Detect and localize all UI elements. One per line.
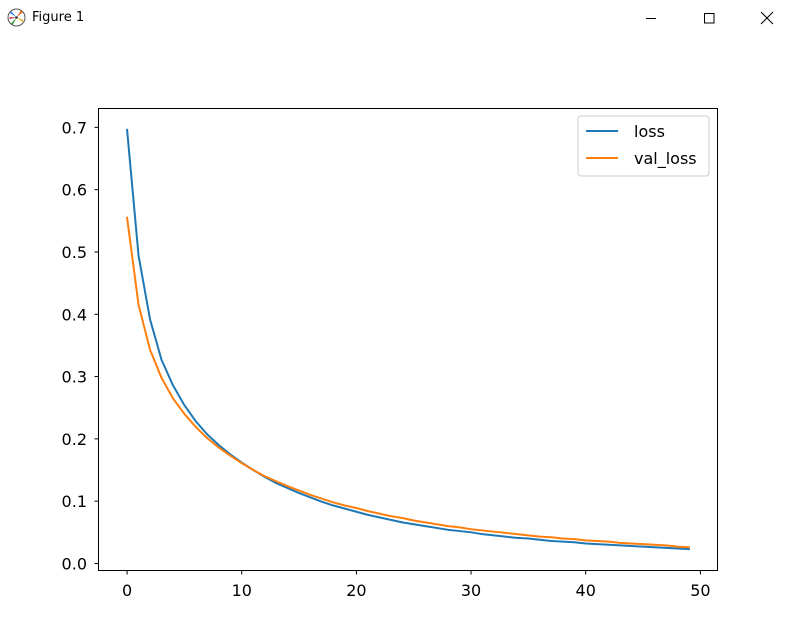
y-tick-label: 0.7: [62, 118, 87, 137]
maximize-icon: [704, 13, 715, 24]
x-tick-label: 20: [346, 581, 366, 600]
y-tick-label: 0.0: [62, 554, 87, 573]
x-tick-label: 0: [122, 581, 132, 600]
x-tick-label: 30: [461, 581, 481, 600]
window-title: Figure 1: [32, 10, 85, 25]
legend: loss val_loss: [577, 115, 710, 177]
maximize-button[interactable]: [680, 0, 738, 36]
figure-canvas: 0 10 20 30 40 50 0.0 0.1 0.2 0.3 0.4 0.5 0.6 0.7 loss…: [0, 36, 791, 634]
y-tick-label: 0.4: [62, 305, 87, 324]
window-titlebar: Figure 1: [0, 0, 791, 36]
close-icon: [760, 11, 774, 25]
legend-label-loss: loss: [634, 122, 665, 141]
ticks-layer: 0 10 20 30 40 50 0.0 0.1 0.2 0.3 0.4 0.5 0.6 0.7: [62, 118, 711, 600]
matplotlib-logo-icon: [7, 8, 26, 27]
y-tick-label: 0.2: [62, 430, 87, 449]
x-tick-label: 50: [690, 581, 710, 600]
y-tick-label: 0.3: [62, 368, 87, 387]
line-chart: 0 10 20 30 40 50 0.0 0.1 0.2 0.3 0.4 0.5 0.6 0.7 loss…: [62, 108, 718, 600]
series-line-val-loss: [125, 216, 690, 549]
minimize-icon: [646, 18, 656, 19]
close-button[interactable]: [738, 0, 791, 36]
y-tick-label: 0.1: [62, 492, 87, 511]
series-line-loss: [126, 128, 690, 551]
plot-layer: [125, 128, 690, 551]
y-tick-label: 0.5: [62, 243, 87, 262]
y-tick-label: 0.6: [62, 181, 87, 200]
x-tick-label: 40: [576, 581, 596, 600]
x-tick-label: 10: [232, 581, 252, 600]
minimize-button[interactable]: [622, 0, 680, 36]
legend-label-val-loss: val_loss: [634, 149, 697, 169]
axes-frame: [98, 108, 718, 571]
